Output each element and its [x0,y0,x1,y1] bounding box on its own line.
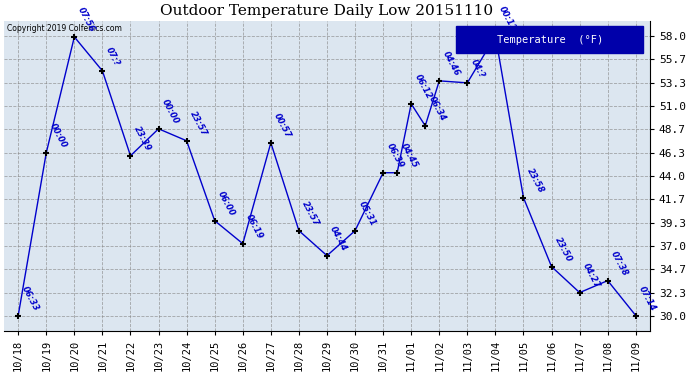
Text: 04:44: 04:44 [328,225,349,253]
Text: 04:?: 04:? [469,58,486,80]
Text: 06:00: 06:00 [216,190,237,218]
Text: 00:57: 00:57 [273,112,293,140]
Text: 04:45: 04:45 [399,142,419,170]
Text: 05:31: 05:31 [357,200,377,228]
Text: Copyright 2019 Colfenics.com: Copyright 2019 Colfenics.com [8,24,122,33]
Text: Temperature  (°F): Temperature (°F) [497,34,603,45]
Text: 07:?: 07:? [104,46,121,68]
Text: 23:39: 23:39 [132,125,152,153]
FancyBboxPatch shape [456,26,643,54]
Text: 00:00: 00:00 [160,98,181,126]
Text: 07:14: 07:14 [637,285,658,313]
Title: Outdoor Temperature Daily Low 20151110: Outdoor Temperature Daily Low 20151110 [160,4,493,18]
Text: 06:12: 06:12 [413,73,433,101]
Text: 06:34: 06:34 [426,95,447,123]
Text: 00:00: 00:00 [48,122,68,150]
Text: 04:27: 04:27 [581,262,602,290]
Text: 23:50: 23:50 [553,236,573,264]
Text: 06:19: 06:19 [244,213,265,241]
Text: 07:56: 07:56 [76,6,97,34]
Text: 04:46: 04:46 [441,50,461,78]
Text: 23:58: 23:58 [525,167,545,195]
Text: 06:39: 06:39 [384,142,405,170]
Text: 23:57: 23:57 [300,200,321,228]
Text: 07:38: 07:38 [609,250,630,278]
Text: 00:12: 00:12 [497,5,518,33]
Text: 06:33: 06:33 [19,285,40,313]
Text: 23:57: 23:57 [188,110,208,138]
